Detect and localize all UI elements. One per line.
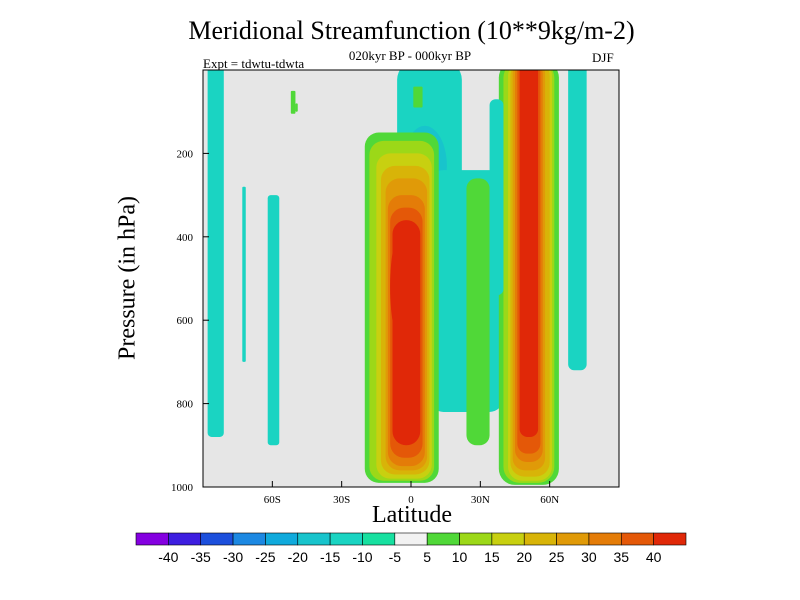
colorbar-label: 30 bbox=[581, 549, 597, 565]
x-tick-label: 60S bbox=[264, 494, 281, 506]
colorbar-swatch bbox=[491, 532, 525, 546]
colorbar-swatch bbox=[426, 532, 460, 546]
colorbar-label: 15 bbox=[484, 549, 500, 565]
colorbar-swatch bbox=[556, 532, 590, 546]
contour-fields bbox=[207, 70, 587, 485]
chart-title: Meridional Streamfunction (10**9kg/m-2) bbox=[188, 16, 635, 45]
colorbar-swatch bbox=[653, 532, 687, 546]
y-tick-label: 1000 bbox=[171, 482, 194, 494]
colorbar-swatch bbox=[394, 532, 428, 546]
pos-speck-upper bbox=[295, 103, 298, 112]
colorbar-swatch bbox=[232, 532, 266, 546]
colorbar-swatch bbox=[297, 532, 331, 546]
x-tick-label: 60N bbox=[540, 494, 559, 506]
neg-column-south-2 bbox=[242, 186, 246, 362]
x-tick-label: 30N bbox=[471, 494, 490, 506]
colorbar-swatch bbox=[135, 532, 169, 546]
colorbar-label: 35 bbox=[614, 549, 630, 565]
colorbar-swatch bbox=[329, 532, 363, 546]
experiment-label: Expt = tdwtu-tdwta bbox=[203, 56, 305, 71]
colorbar-swatch bbox=[459, 532, 493, 546]
neg-column-south-1 bbox=[207, 70, 224, 437]
season-label: DJF bbox=[592, 50, 614, 65]
colorbar-swatch bbox=[620, 532, 654, 546]
colorbar-label: -25 bbox=[255, 549, 275, 565]
north-cell-layer-8 bbox=[519, 70, 539, 437]
y-tick-label: 800 bbox=[177, 399, 194, 411]
neg-column-south-3 bbox=[267, 195, 280, 446]
colorbar-label: 10 bbox=[452, 549, 468, 565]
y-tick-label: 600 bbox=[177, 315, 194, 327]
colorbar-label: -20 bbox=[288, 549, 308, 565]
colorbar-swatch bbox=[200, 532, 234, 546]
x-tick-label: 30S bbox=[333, 494, 350, 506]
colorbar-label: -15 bbox=[320, 549, 340, 565]
hadley-core bbox=[390, 226, 419, 347]
colorbar-label: 25 bbox=[549, 549, 565, 565]
colorbar: -40 -35 -30 -25 -20 -15 -10 -5 5 10 15 20 25 30 35 40 bbox=[135, 532, 687, 565]
colorbar-label: 5 bbox=[423, 549, 431, 565]
y-tick-label: 200 bbox=[177, 148, 194, 160]
colorbar-swatch bbox=[168, 532, 202, 546]
pos-speck-top bbox=[413, 86, 423, 108]
pos-lobe-30n bbox=[466, 178, 490, 446]
x-tick-label: 0 bbox=[408, 494, 414, 506]
y-axis: 200 400 600 800 1000 bbox=[171, 148, 209, 494]
x-axis: 60S 30S 0 30N 60N bbox=[264, 481, 559, 506]
colorbar-label: -5 bbox=[389, 549, 402, 565]
colorbar-label: -35 bbox=[191, 549, 211, 565]
colorbar-swatch bbox=[265, 532, 299, 546]
colorbar-swatch bbox=[588, 532, 622, 546]
y-tick-label: 400 bbox=[177, 232, 194, 244]
pos-speck-upper-2 bbox=[290, 90, 296, 114]
x-axis-label: Latitude bbox=[372, 502, 452, 528]
colorbar-swatch bbox=[362, 532, 396, 546]
colorbar-label: -10 bbox=[352, 549, 372, 565]
colorbar-label: -30 bbox=[223, 549, 243, 565]
chart-subtitle: 020kyr BP - 000kyr BP bbox=[348, 48, 472, 63]
neg-column-north bbox=[568, 70, 587, 371]
colorbar-swatch bbox=[523, 532, 557, 546]
neg-column-30n bbox=[489, 99, 504, 296]
colorbar-label: 20 bbox=[516, 549, 532, 565]
colorbar-label: 40 bbox=[646, 549, 662, 565]
colorbar-label: -40 bbox=[158, 549, 178, 565]
